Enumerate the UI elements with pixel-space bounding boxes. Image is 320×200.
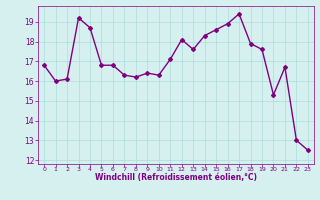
X-axis label: Windchill (Refroidissement éolien,°C): Windchill (Refroidissement éolien,°C) — [95, 173, 257, 182]
